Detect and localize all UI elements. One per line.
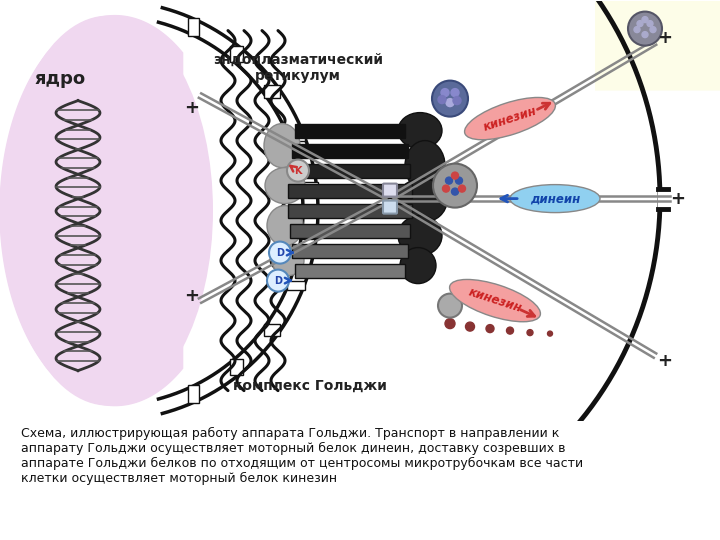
Text: +: + (184, 99, 199, 117)
Text: +: + (657, 352, 672, 369)
FancyBboxPatch shape (595, 1, 720, 91)
Bar (189, 18, 199, 36)
Bar (300, 233, 318, 239)
Text: кинезин: кинезин (467, 286, 523, 315)
Bar (287, 131, 305, 140)
Circle shape (433, 164, 477, 207)
Ellipse shape (267, 206, 303, 246)
Ellipse shape (449, 280, 541, 322)
Polygon shape (292, 244, 408, 258)
Bar (300, 182, 318, 188)
Circle shape (438, 294, 462, 318)
Text: D: D (276, 248, 284, 258)
Text: +: + (184, 287, 199, 305)
Circle shape (647, 21, 653, 26)
Circle shape (466, 322, 474, 331)
Circle shape (547, 331, 552, 336)
Circle shape (445, 319, 455, 329)
Bar (230, 359, 243, 375)
Circle shape (459, 185, 466, 192)
Polygon shape (295, 264, 405, 278)
Circle shape (451, 89, 459, 97)
Bar (189, 386, 199, 403)
Circle shape (527, 329, 533, 335)
Bar (230, 46, 243, 62)
Ellipse shape (405, 140, 445, 191)
Circle shape (637, 21, 643, 26)
Text: K: K (294, 166, 302, 176)
Circle shape (453, 97, 461, 105)
Polygon shape (288, 204, 412, 218)
Text: ядро: ядро (35, 70, 86, 87)
Circle shape (287, 160, 309, 181)
Circle shape (267, 269, 289, 292)
FancyBboxPatch shape (383, 200, 397, 214)
Ellipse shape (398, 113, 442, 148)
Circle shape (486, 325, 494, 333)
Text: комплекс Гольджи: комплекс Гольджи (233, 379, 387, 393)
Circle shape (506, 327, 513, 334)
Ellipse shape (3, 16, 213, 406)
Circle shape (650, 26, 656, 32)
Bar (264, 323, 279, 336)
Circle shape (438, 96, 446, 104)
Ellipse shape (397, 179, 447, 222)
Ellipse shape (510, 185, 600, 213)
Polygon shape (658, 188, 668, 208)
Circle shape (628, 11, 662, 45)
Polygon shape (290, 224, 410, 238)
Circle shape (432, 80, 468, 117)
Ellipse shape (464, 97, 555, 140)
Ellipse shape (265, 167, 305, 204)
Ellipse shape (264, 124, 300, 167)
Polygon shape (288, 184, 412, 198)
Bar (264, 85, 279, 98)
Circle shape (443, 185, 449, 192)
Text: кинезин: кинезин (482, 104, 539, 133)
Circle shape (446, 177, 452, 184)
Text: D: D (274, 275, 282, 286)
Polygon shape (292, 144, 408, 158)
Circle shape (634, 26, 640, 32)
Circle shape (451, 172, 459, 179)
Circle shape (451, 188, 459, 195)
Polygon shape (0, 16, 183, 406)
FancyBboxPatch shape (383, 184, 397, 197)
Text: эндоплазматический
ретикулум: эндоплазматический ретикулум (213, 52, 383, 83)
Bar (287, 281, 305, 290)
Ellipse shape (400, 248, 436, 284)
Ellipse shape (272, 246, 304, 275)
Polygon shape (290, 164, 410, 178)
Text: +: + (670, 190, 685, 207)
Circle shape (269, 241, 291, 264)
Circle shape (456, 177, 462, 184)
Text: +: + (657, 29, 672, 46)
Circle shape (642, 17, 648, 23)
Ellipse shape (398, 215, 442, 255)
Circle shape (446, 99, 454, 106)
Circle shape (642, 32, 648, 38)
Polygon shape (295, 124, 405, 138)
Text: Схема, иллюстрирующая работу аппарата Гольджи. Транспорт в направлении к
аппарат: Схема, иллюстрирующая работу аппарата Го… (22, 427, 583, 485)
Text: динеин: динеин (530, 192, 580, 205)
Circle shape (441, 89, 449, 97)
